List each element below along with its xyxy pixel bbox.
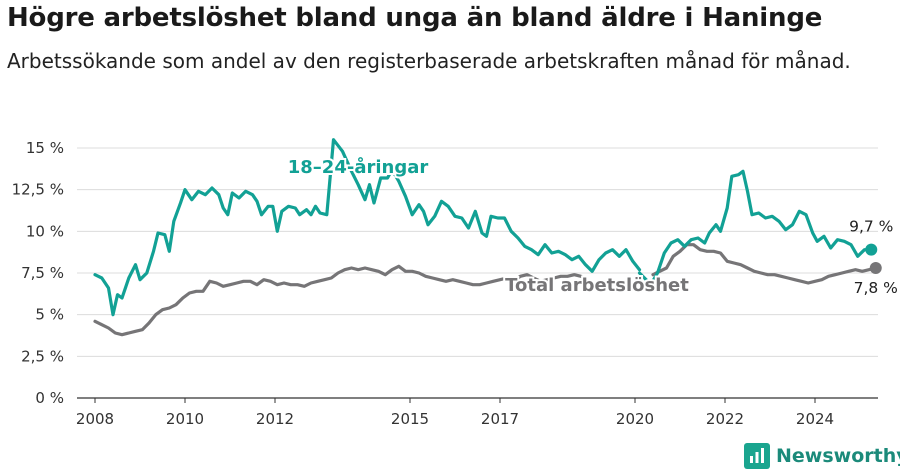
newsworthy-logo[interactable]: Newsworthy — [744, 441, 900, 471]
total-series-label: Total arbetslöshet — [505, 275, 689, 296]
y-axis: 0 % 2,5 % 5 % 7,5 % 10 % 12,5 % 15 % — [12, 139, 64, 407]
y-tick-label: 10 % — [26, 222, 64, 240]
total-end-point — [869, 262, 882, 274]
chart-subtitle: Arbetssökande som andel av den registerb… — [7, 49, 851, 73]
x-tick-label: 2010 — [166, 410, 204, 428]
youth-series-label: 18–24-åringar — [288, 156, 429, 178]
newsworthy-logo-icon — [744, 443, 770, 469]
youth-series-line — [93, 138, 642, 317]
y-tick-label: 15 % — [26, 139, 64, 157]
youth-end-point — [865, 243, 878, 256]
y-tick-label: 12,5 % — [12, 181, 64, 199]
total-series-line — [93, 264, 583, 337]
youth-series-line — [637, 169, 873, 287]
y-tick-label: 5 % — [35, 306, 64, 324]
x-tick-label: 2012 — [256, 410, 294, 428]
x-tick-label: 2024 — [796, 410, 834, 428]
series-labels: 9,7 % 7,8 % 18–24-åringar Total arbetslöshe… — [286, 154, 898, 298]
x-tick-label: 2020 — [616, 410, 654, 428]
x-tick-label: 2017 — [481, 410, 519, 428]
x-tick-label: 2015 — [391, 410, 429, 428]
x-tick-label: 2022 — [706, 410, 744, 428]
total-end-label: 7,8 % — [854, 279, 898, 297]
x-tick-label: 2008 — [76, 410, 114, 428]
x-axis: 2008 2010 2012 2015 2017 2020 2022 2024 — [76, 398, 834, 428]
youth-end-label: 9,7 % — [849, 218, 893, 236]
series-lines — [93, 138, 882, 337]
chart-title: Högre arbetslöshet bland unga än bland ä… — [7, 3, 823, 33]
total-series-line — [651, 243, 878, 285]
y-tick-label: 7,5 % — [21, 264, 64, 282]
newsworthy-logo-text: Newsworthy — [776, 445, 900, 467]
y-tick-label: 0 % — [35, 389, 64, 407]
y-tick-label: 2,5 % — [21, 347, 64, 365]
